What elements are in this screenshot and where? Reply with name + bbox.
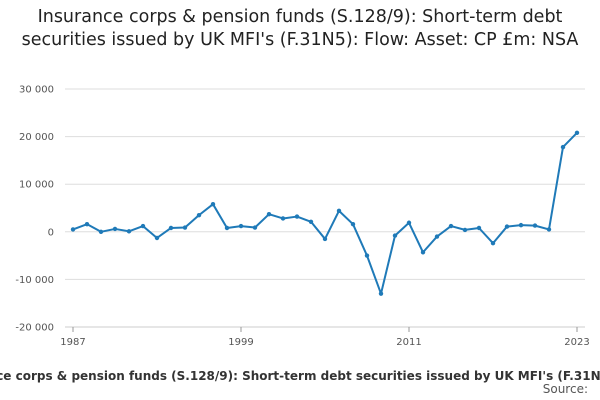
y-tick-label: 30 000 [19, 85, 54, 96]
x-axis-title: Insurance corps & pension funds (S.128/9… [0, 369, 600, 383]
data-point[interactable] [210, 201, 216, 207]
x-tick-label: 2011 [396, 337, 421, 348]
data-point[interactable] [420, 250, 426, 255]
y-tick-label: 10 000 [19, 180, 54, 191]
data-point[interactable] [350, 221, 356, 227]
label-layer: 30 000 20 000 10 000 0 -10 000 -20 000 1987 199… [15, 85, 589, 349]
y-tick-label: -20 000 [15, 323, 54, 334]
y-tick-label: 20 000 [19, 132, 54, 143]
data-point[interactable] [392, 233, 398, 238]
series-line [72, 132, 578, 295]
axis-layer [65, 326, 585, 332]
data-point[interactable] [140, 223, 146, 229]
y-tick-label: 0 [48, 227, 54, 238]
data-point[interactable] [406, 220, 412, 225]
x-tick-label: 1999 [228, 337, 253, 348]
data-point[interactable] [266, 211, 272, 217]
data-point[interactable] [462, 227, 468, 233]
data-point[interactable] [294, 214, 300, 219]
data-point[interactable] [126, 229, 132, 234]
data-point[interactable] [196, 212, 202, 218]
data-point[interactable] [448, 223, 454, 229]
data-point[interactable] [336, 208, 342, 214]
source-label: Source: [542, 382, 588, 396]
data-point[interactable] [532, 223, 538, 228]
chart-title: Insurance corps & pension funds (S.128/9… [21, 7, 579, 50]
data-point[interactable] [112, 226, 118, 232]
data-point[interactable] [98, 229, 104, 234]
data-point[interactable] [364, 253, 370, 258]
series-layer [70, 130, 580, 296]
data-point[interactable] [490, 241, 496, 246]
data-point[interactable] [378, 291, 384, 296]
data-point[interactable] [308, 219, 314, 225]
data-point[interactable] [182, 225, 188, 230]
data-point[interactable] [574, 130, 580, 135]
data-point[interactable] [84, 221, 90, 227]
data-point[interactable] [168, 225, 174, 231]
x-tick-label: 1987 [60, 337, 85, 348]
data-point[interactable] [70, 227, 76, 232]
data-point[interactable] [560, 144, 566, 150]
data-point[interactable] [476, 225, 482, 231]
data-point[interactable] [252, 225, 258, 230]
data-point[interactable] [224, 225, 230, 231]
data-point[interactable] [154, 235, 160, 241]
data-point[interactable] [434, 234, 440, 239]
data-point[interactable] [546, 227, 552, 232]
data-point[interactable] [518, 222, 524, 228]
data-point[interactable] [238, 223, 244, 229]
grid-layer [65, 88, 585, 328]
data-point[interactable] [322, 236, 328, 242]
data-point[interactable] [280, 216, 286, 221]
y-tick-label: -10 000 [15, 275, 54, 286]
data-point[interactable] [504, 224, 510, 229]
x-tick-label: 2023 [564, 337, 589, 348]
